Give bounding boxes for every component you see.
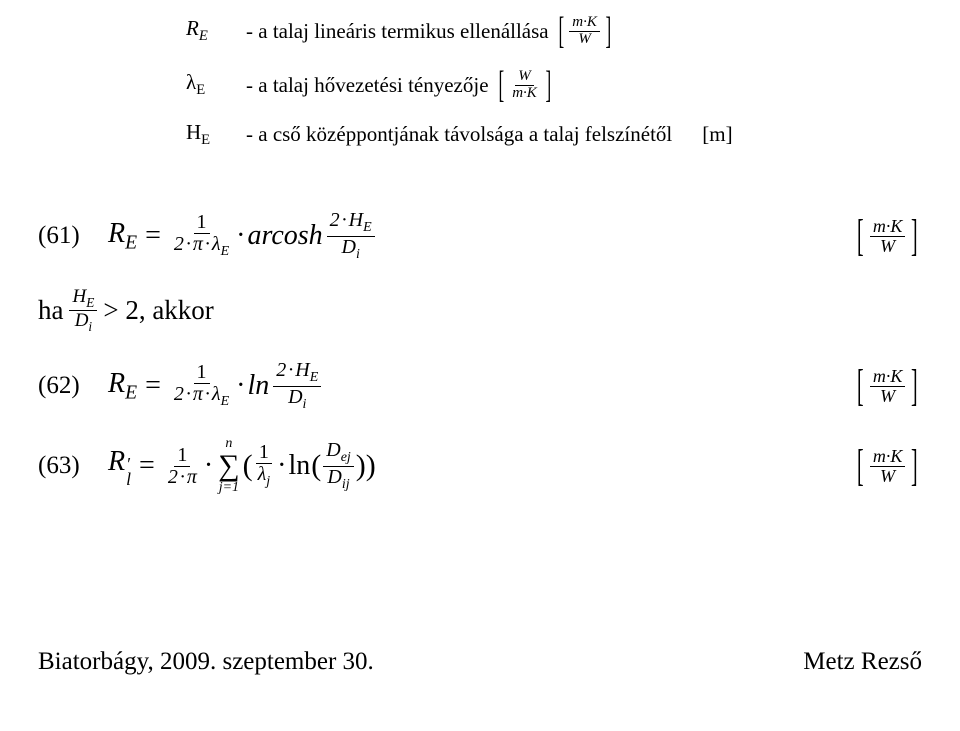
cond-num: HE	[69, 287, 97, 311]
unit-den: m·K	[509, 86, 540, 102]
arg-num: 2·HE	[273, 360, 321, 387]
def-text: - a cső középpontjának távolsága a talaj…	[246, 122, 672, 147]
def-text: - a talaj hővezetési tényezője	[246, 73, 489, 98]
def-row-lambda-e: λE - a talaj hővezetési tényezője [ W m·…	[186, 58, 806, 112]
unit-den: W	[575, 32, 594, 48]
def-symbol: λE	[186, 70, 246, 99]
def-row-he: HE - a cső középpontjának távolsága a ta…	[186, 112, 806, 157]
unit-num: m·K	[569, 15, 600, 32]
eq-number: (63)	[38, 452, 108, 480]
def-unit: [m]	[702, 122, 732, 147]
equation-62: (62) RE = 1 2·π·λE · ln 2·HE Di [	[38, 350, 922, 422]
unit-den: W	[877, 467, 898, 486]
frac-num: 1	[194, 362, 210, 384]
inner-frac-num: 1	[256, 442, 272, 464]
frac-num: 1	[194, 212, 210, 234]
eq-number: (62)	[38, 372, 108, 400]
cond-tail: > 2, akkor	[103, 295, 213, 326]
eq-unit: [ m·K W ]	[832, 214, 922, 258]
unit-den: W	[877, 237, 898, 256]
unit-num: m·K	[870, 217, 906, 237]
frac-den: 2·π	[165, 467, 200, 488]
ha-label: ha	[38, 295, 63, 326]
footer-right: Metz Rezső	[803, 648, 922, 676]
def-symbol: RE	[186, 16, 246, 45]
eq-lhs: RE	[108, 368, 137, 405]
condition-line: ha HE Di > 2, akkor	[38, 280, 922, 340]
def-unit: [ W m·K ]	[495, 66, 555, 104]
arg-num: 2·HE	[327, 210, 375, 237]
summation: n ∑ j=1	[218, 437, 239, 495]
equation-61: (61) RE = 1 2·π·λE · arcosh 2·HE Di [	[38, 200, 922, 272]
eq-number: (61)	[38, 222, 108, 250]
unit-num: m·K	[870, 367, 906, 387]
footer-left: Biatorbágy, 2009. szeptember 30.	[38, 648, 374, 676]
inner-arg-den: Dij	[324, 467, 352, 493]
equation-63: (63) R′l = 1 2·π · n ∑ j=1 ( 1 λj	[38, 430, 922, 502]
definitions-block: RE - a talaj lineáris termikus ellenállá…	[186, 4, 806, 157]
unit-num: m·K	[870, 447, 906, 467]
def-unit: [ m·K W ]	[555, 12, 615, 50]
footer: Biatorbágy, 2009. szeptember 30. Metz Re…	[38, 648, 922, 676]
eq-lhs: R′l	[108, 446, 131, 487]
ln-label: ln	[288, 450, 310, 482]
cond-den: Di	[72, 311, 95, 334]
arg-den: Di	[338, 237, 362, 263]
unit-num: W	[515, 69, 534, 86]
def-row-re: RE - a talaj lineáris termikus ellenállá…	[186, 4, 806, 58]
eq-func: ln	[247, 370, 269, 402]
inner-frac-den: λj	[255, 464, 274, 490]
frac-den: 2·π·λE	[171, 384, 232, 410]
unit-den: W	[877, 387, 898, 406]
sum-bot: j=1	[219, 481, 239, 495]
def-text: - a talaj lineáris termikus ellenállása	[246, 19, 549, 44]
def-symbol: HE	[186, 120, 246, 149]
eq-unit: [ m·K W ]	[832, 364, 922, 408]
eq-func: arcosh	[247, 220, 322, 252]
eq-unit: [ m·K W ]	[832, 444, 922, 488]
inner-arg-num: Dej	[323, 440, 354, 467]
frac-num: 1	[174, 445, 190, 467]
eq-lhs: RE	[108, 218, 137, 255]
arg-den: Di	[285, 387, 309, 413]
frac-den: 2·π·λE	[171, 234, 232, 260]
